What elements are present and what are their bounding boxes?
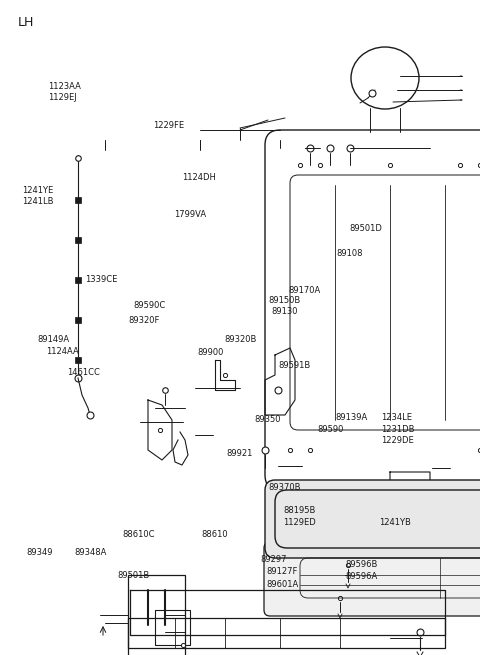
Text: LH: LH bbox=[18, 16, 35, 29]
Text: 89900: 89900 bbox=[198, 348, 224, 357]
Text: 1124AA: 1124AA bbox=[46, 346, 78, 356]
Text: 89349: 89349 bbox=[26, 548, 53, 557]
Bar bbox=[128, 618, 445, 648]
Text: 1799VA: 1799VA bbox=[174, 210, 206, 219]
Text: 1124DH: 1124DH bbox=[182, 173, 216, 182]
Text: 1229DE: 1229DE bbox=[381, 436, 413, 445]
Text: 89590: 89590 bbox=[318, 424, 344, 434]
Text: 1241YE: 1241YE bbox=[23, 186, 54, 195]
Text: 1241LB: 1241LB bbox=[23, 197, 54, 206]
FancyBboxPatch shape bbox=[265, 480, 480, 558]
Text: 89320B: 89320B bbox=[225, 335, 257, 345]
Text: 89130: 89130 bbox=[271, 307, 298, 316]
Text: 89127F: 89127F bbox=[266, 567, 298, 576]
Text: 1129ED: 1129ED bbox=[283, 517, 316, 527]
Text: 89350: 89350 bbox=[254, 415, 281, 424]
Text: 89348A: 89348A bbox=[74, 548, 107, 557]
Text: 89921: 89921 bbox=[227, 449, 253, 458]
Text: 88610: 88610 bbox=[202, 530, 228, 539]
Text: 89596A: 89596A bbox=[346, 572, 378, 581]
Bar bbox=[128, 575, 185, 655]
Text: 1241YB: 1241YB bbox=[379, 517, 411, 527]
Text: 1231DB: 1231DB bbox=[381, 424, 414, 434]
Text: 1123AA: 1123AA bbox=[48, 82, 81, 91]
Bar bbox=[155, 610, 190, 645]
Text: 89108: 89108 bbox=[336, 249, 362, 258]
Text: 89501D: 89501D bbox=[349, 224, 382, 233]
Text: 89591B: 89591B bbox=[278, 361, 311, 370]
FancyBboxPatch shape bbox=[264, 542, 480, 616]
Text: 1234LE: 1234LE bbox=[381, 413, 412, 422]
Text: 89149A: 89149A bbox=[37, 335, 70, 345]
Text: 1461CC: 1461CC bbox=[67, 368, 100, 377]
Text: 88195B: 88195B bbox=[283, 506, 315, 515]
Text: 88610C: 88610C bbox=[122, 530, 155, 539]
Text: 89297: 89297 bbox=[261, 555, 287, 564]
Text: 89596B: 89596B bbox=[346, 560, 378, 569]
Text: 1129EJ: 1129EJ bbox=[48, 93, 77, 102]
Text: 89320F: 89320F bbox=[129, 316, 160, 326]
Text: 89170A: 89170A bbox=[288, 286, 320, 295]
Text: 89370B: 89370B bbox=[269, 483, 301, 492]
Text: 1229FE: 1229FE bbox=[153, 121, 184, 130]
Text: 89501B: 89501B bbox=[118, 571, 150, 580]
Text: 89601A: 89601A bbox=[266, 580, 299, 589]
Text: 89139A: 89139A bbox=[335, 413, 367, 422]
Text: 1339CE: 1339CE bbox=[85, 275, 118, 284]
Text: 89590C: 89590C bbox=[133, 301, 166, 310]
Text: 89150B: 89150B bbox=[269, 296, 301, 305]
